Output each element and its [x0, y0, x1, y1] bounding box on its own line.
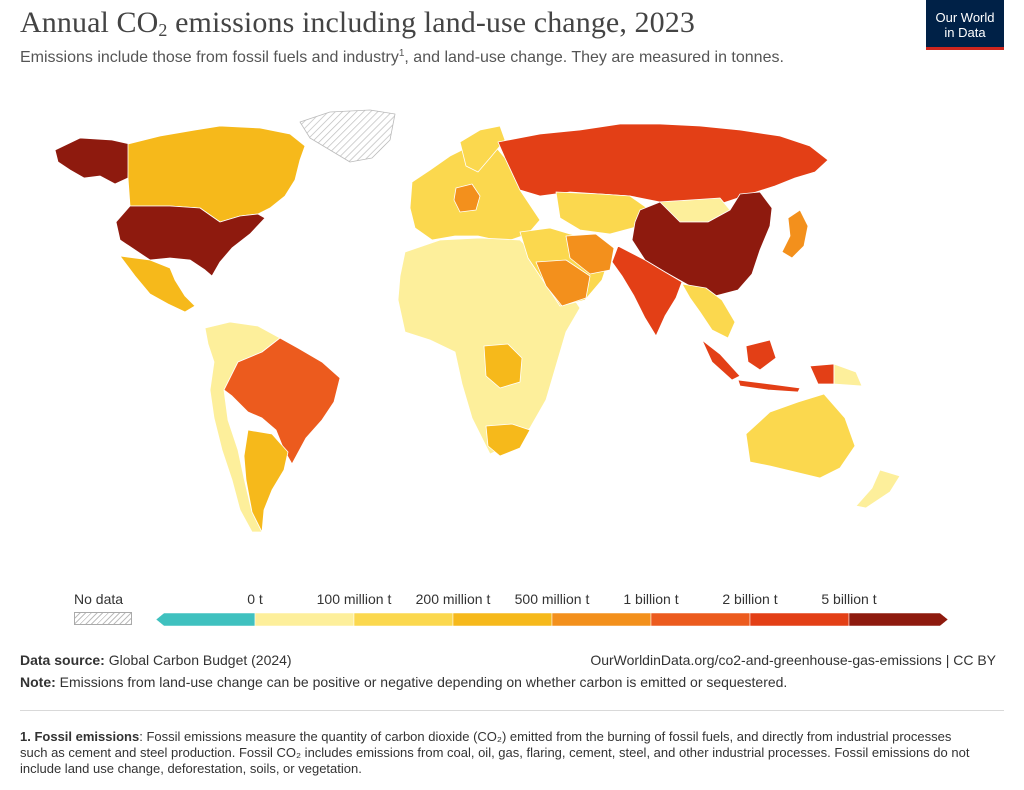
- region-mexico[interactable]: [119, 255, 196, 313]
- region-brazil[interactable]: [223, 337, 341, 465]
- legend-tick-label: 0 t: [247, 591, 263, 607]
- region-drc[interactable]: [483, 343, 523, 389]
- chart-subtitle: Emissions include those from fossil fuel…: [20, 48, 784, 66]
- divider: [20, 710, 1004, 711]
- legend-bin-2[interactable]: [353, 612, 454, 627]
- region-indonesia-java[interactable]: [737, 379, 801, 393]
- legend-bin-4[interactable]: [551, 612, 652, 627]
- region-india[interactable]: [611, 245, 683, 337]
- legend-bin-5[interactable]: [650, 612, 751, 627]
- region-new-zealand[interactable]: [855, 469, 901, 509]
- region-russia[interactable]: [497, 123, 829, 207]
- legend-bin-3[interactable]: [452, 612, 553, 627]
- legend-bin-0[interactable]: [155, 612, 256, 627]
- region-germany[interactable]: [453, 183, 481, 213]
- chart-title: Annual CO2 emissions including land-use …: [20, 6, 695, 40]
- logo-line-2: in Data: [944, 25, 986, 40]
- legend-bin-1[interactable]: [254, 612, 355, 627]
- legend-tick-label: 500 million t: [515, 591, 590, 607]
- region-alaska[interactable]: [54, 137, 131, 185]
- legend-bin-6[interactable]: [749, 612, 850, 627]
- owid-logo[interactable]: Our World in Data: [926, 0, 1004, 50]
- legend-tick-label: 200 million t: [416, 591, 491, 607]
- legend-tick-label: 5 billion t: [821, 591, 876, 607]
- region-greenland[interactable]: [299, 109, 396, 163]
- region-argentina[interactable]: [243, 429, 289, 533]
- region-southeast-asia[interactable]: [681, 283, 736, 339]
- region-iran[interactable]: [565, 233, 615, 275]
- legend-no-data-label: No data: [74, 591, 124, 607]
- region-usa[interactable]: [115, 205, 266, 277]
- world-map: [54, 109, 901, 533]
- note: Note: Emissions from land-use change can…: [20, 674, 788, 690]
- region-japan[interactable]: [781, 209, 809, 259]
- source-url[interactable]: OurWorldinData.org/co2-and-greenhouse-ga…: [590, 652, 996, 668]
- logo-line-1: Our World: [935, 10, 995, 25]
- legend-tick-label: 2 billion t: [722, 591, 777, 607]
- footnote: 1. Fossil emissions: Fossil emissions me…: [20, 729, 970, 776]
- region-saudi-arabia[interactable]: [535, 259, 591, 307]
- legend-no-data-swatch[interactable]: [74, 612, 132, 625]
- legend-bin-7[interactable]: [848, 612, 949, 627]
- region-scandinavia[interactable]: [459, 125, 506, 173]
- region-papua-new-guinea[interactable]: [833, 363, 863, 387]
- region-indonesia-papua[interactable]: [809, 363, 835, 385]
- region-indonesia-borneo[interactable]: [745, 339, 777, 371]
- region-south-africa[interactable]: [485, 423, 531, 457]
- region-indonesia-sumatra[interactable]: [701, 339, 741, 381]
- legend-tick-label: 1 billion t: [623, 591, 678, 607]
- color-legend: 0 t 100 million t 200 million t 500 million…: [155, 591, 949, 627]
- legend-tick-label: 100 million t: [317, 591, 392, 607]
- data-source: Data source: Global Carbon Budget (2024): [20, 652, 292, 668]
- region-australia[interactable]: [745, 393, 856, 479]
